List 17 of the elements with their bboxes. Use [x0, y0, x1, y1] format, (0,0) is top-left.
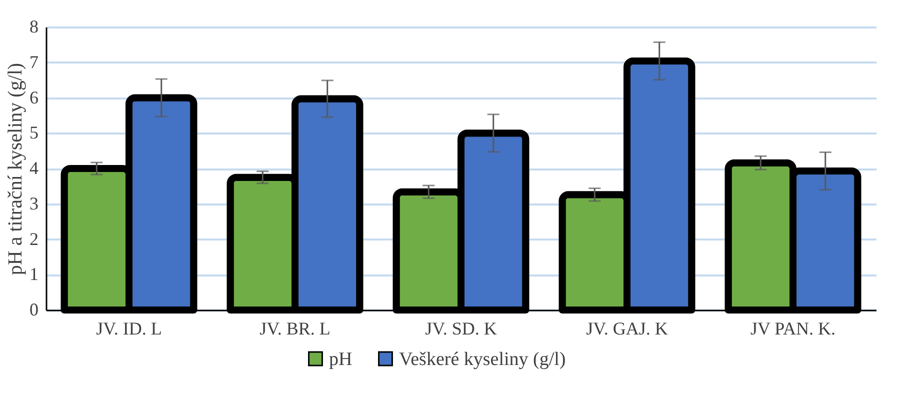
legend-label: Veškeré kyseliny (g/l) — [399, 348, 566, 370]
legend-label: pH — [329, 348, 352, 370]
x-tick-label: JV. BR. L — [260, 318, 330, 338]
y-tick-label: 5 — [30, 122, 38, 143]
y-axis-title: pH a titrační kyseliny (g/l) — [4, 62, 26, 276]
y-tick-label: 2 — [30, 228, 38, 249]
y-tick-label: 3 — [30, 193, 38, 214]
x-tick-label: JV. SD. K — [425, 318, 497, 338]
y-tick-label: 6 — [30, 87, 38, 108]
y-tick-label: 8 — [30, 16, 38, 36]
y-tick-label: 7 — [30, 52, 38, 72]
x-tick-label: JV PAN. K. — [750, 318, 836, 338]
y-tick-label: 4 — [30, 158, 38, 178]
x-tick-label: JV. GAJ. K — [586, 318, 668, 338]
y-tick-label: 0 — [30, 300, 38, 320]
x-tick-label: JV. ID. L — [96, 318, 162, 338]
y-tick-label: 1 — [30, 264, 38, 284]
